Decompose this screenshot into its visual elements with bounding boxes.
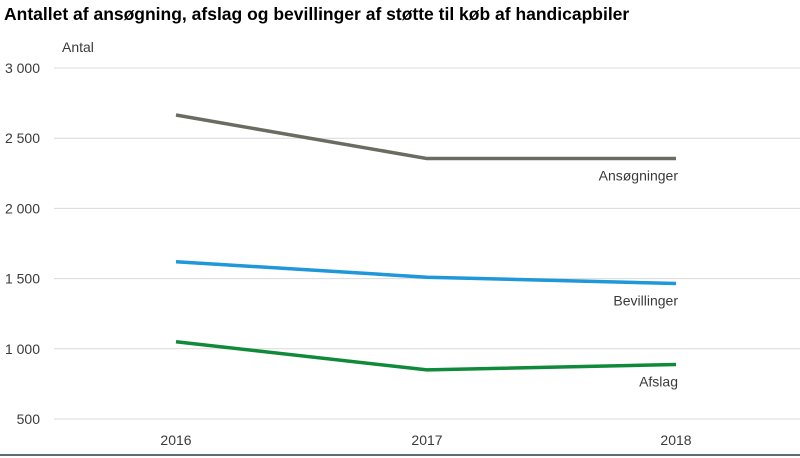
bottom-border (0, 454, 800, 456)
y-tick-label: 500 (17, 411, 41, 427)
y-axis-label: Antal (62, 39, 94, 55)
x-tick-label: 2017 (411, 432, 442, 448)
series-line-ansøgninger (175, 113, 676, 161)
y-tick-label: 3 000 (5, 60, 40, 76)
y-tick-label: 1 000 (5, 341, 40, 357)
series-label: Afslag (639, 374, 678, 390)
y-tick-label: 2 500 (5, 130, 40, 146)
series-label: Bevillinger (613, 293, 678, 309)
y-tick-label: 2 000 (5, 200, 40, 216)
y-tick-label: 1 500 (5, 271, 40, 287)
x-tick-label: 2018 (660, 432, 691, 448)
series-line-afslag (175, 340, 677, 372)
x-tick-label: 2016 (160, 432, 191, 448)
series-label: Ansøgninger (599, 168, 679, 184)
series-line-bevillinger (175, 260, 677, 286)
chart-title: Antallet af ansøgning, afslag og bevilli… (4, 4, 630, 24)
